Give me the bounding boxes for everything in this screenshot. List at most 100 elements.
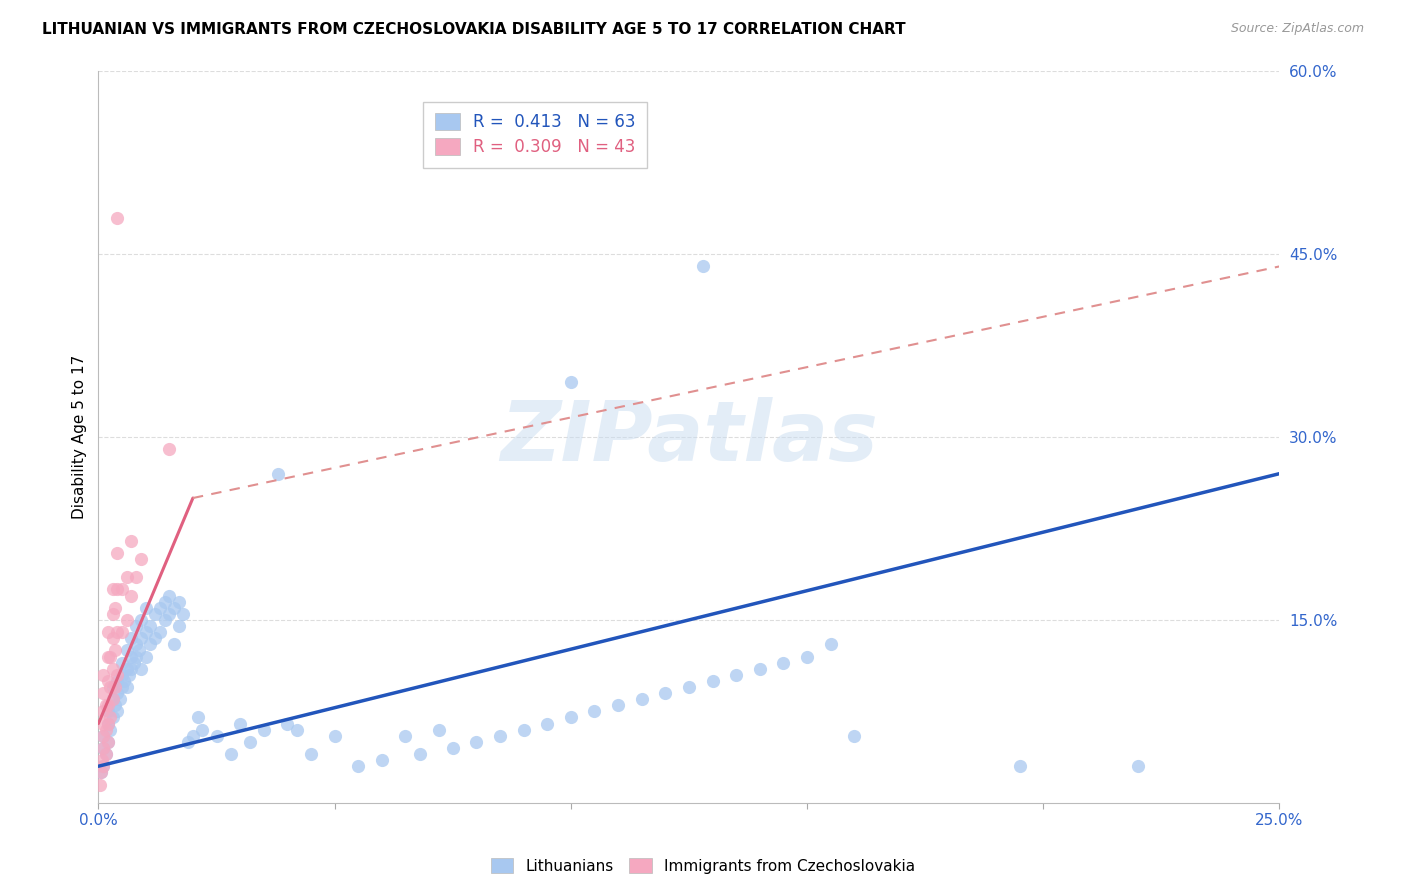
- Point: [98, 723, 121, 737]
- Point: [91, 759, 114, 773]
- Point: [135, 649, 157, 664]
- Point: [1008, 759, 1031, 773]
- Point: [167, 594, 190, 608]
- Point: [98, 680, 121, 694]
- Point: [105, 705, 128, 719]
- Point: [1126, 759, 1149, 773]
- Point: [139, 637, 162, 651]
- Point: [167, 619, 190, 633]
- Point: [149, 625, 172, 640]
- Point: [97, 673, 120, 688]
- Point: [97, 698, 120, 713]
- Point: [172, 607, 194, 621]
- Point: [371, 753, 394, 767]
- Point: [129, 662, 152, 676]
- Point: [128, 643, 150, 657]
- Point: [725, 667, 748, 681]
- Point: [267, 467, 290, 481]
- Point: [125, 570, 148, 584]
- Point: [129, 613, 152, 627]
- Point: [583, 705, 606, 719]
- Point: [97, 716, 120, 731]
- Point: [112, 673, 135, 688]
- Point: [115, 570, 138, 584]
- Point: [772, 656, 794, 670]
- Point: [654, 686, 676, 700]
- Point: [129, 632, 152, 646]
- Point: [125, 649, 148, 664]
- Point: [111, 656, 134, 670]
- Point: [97, 735, 120, 749]
- Point: [253, 723, 276, 737]
- Point: [125, 619, 148, 633]
- Point: [104, 698, 127, 713]
- Point: [101, 607, 124, 621]
- Point: [105, 686, 128, 700]
- Point: [105, 625, 128, 640]
- Point: [97, 649, 120, 664]
- Point: [94, 747, 117, 761]
- Point: [219, 747, 242, 761]
- Point: [205, 729, 228, 743]
- Point: [323, 729, 346, 743]
- Point: [90, 765, 112, 780]
- Point: [111, 680, 134, 694]
- Point: [115, 613, 138, 627]
- Point: [692, 260, 714, 274]
- Point: [285, 723, 308, 737]
- Point: [191, 723, 214, 737]
- Point: [104, 680, 127, 694]
- Point: [91, 716, 114, 731]
- Point: [105, 546, 128, 560]
- Point: [121, 649, 143, 664]
- Point: [441, 740, 464, 755]
- Point: [177, 735, 200, 749]
- Point: [91, 667, 114, 681]
- Point: [91, 740, 114, 755]
- Point: [149, 600, 172, 615]
- Point: [121, 632, 143, 646]
- Point: [91, 705, 114, 719]
- Point: [104, 600, 127, 615]
- Point: [129, 552, 152, 566]
- Point: [607, 698, 630, 713]
- Point: [111, 582, 134, 597]
- Point: [163, 600, 186, 615]
- Point: [153, 594, 176, 608]
- Point: [239, 735, 262, 749]
- Point: [427, 723, 450, 737]
- Point: [121, 589, 143, 603]
- Point: [299, 747, 322, 761]
- Point: [121, 662, 143, 676]
- Point: [105, 667, 128, 681]
- Point: [118, 667, 141, 681]
- Point: [91, 740, 114, 755]
- Point: [91, 759, 114, 773]
- Point: [91, 729, 114, 743]
- Point: [97, 625, 120, 640]
- Point: [630, 692, 652, 706]
- Point: [181, 729, 204, 743]
- Point: [115, 643, 138, 657]
- Text: LITHUANIAN VS IMMIGRANTS FROM CZECHOSLOVAKIA DISABILITY AGE 5 TO 17 CORRELATION : LITHUANIAN VS IMMIGRANTS FROM CZECHOSLOV…: [42, 22, 905, 37]
- Point: [125, 637, 148, 651]
- Point: [105, 211, 128, 225]
- Point: [143, 632, 166, 646]
- Point: [111, 667, 134, 681]
- Point: [465, 735, 488, 749]
- Point: [101, 680, 124, 694]
- Point: [702, 673, 724, 688]
- Point: [512, 723, 534, 737]
- Point: [157, 442, 180, 457]
- Point: [678, 680, 700, 694]
- Point: [347, 759, 370, 773]
- Point: [122, 656, 145, 670]
- Point: [98, 710, 121, 724]
- Point: [91, 729, 114, 743]
- Point: [157, 607, 180, 621]
- Point: [97, 716, 120, 731]
- Point: [94, 723, 117, 737]
- Point: [98, 649, 121, 664]
- Point: [90, 765, 112, 780]
- Point: [101, 710, 124, 724]
